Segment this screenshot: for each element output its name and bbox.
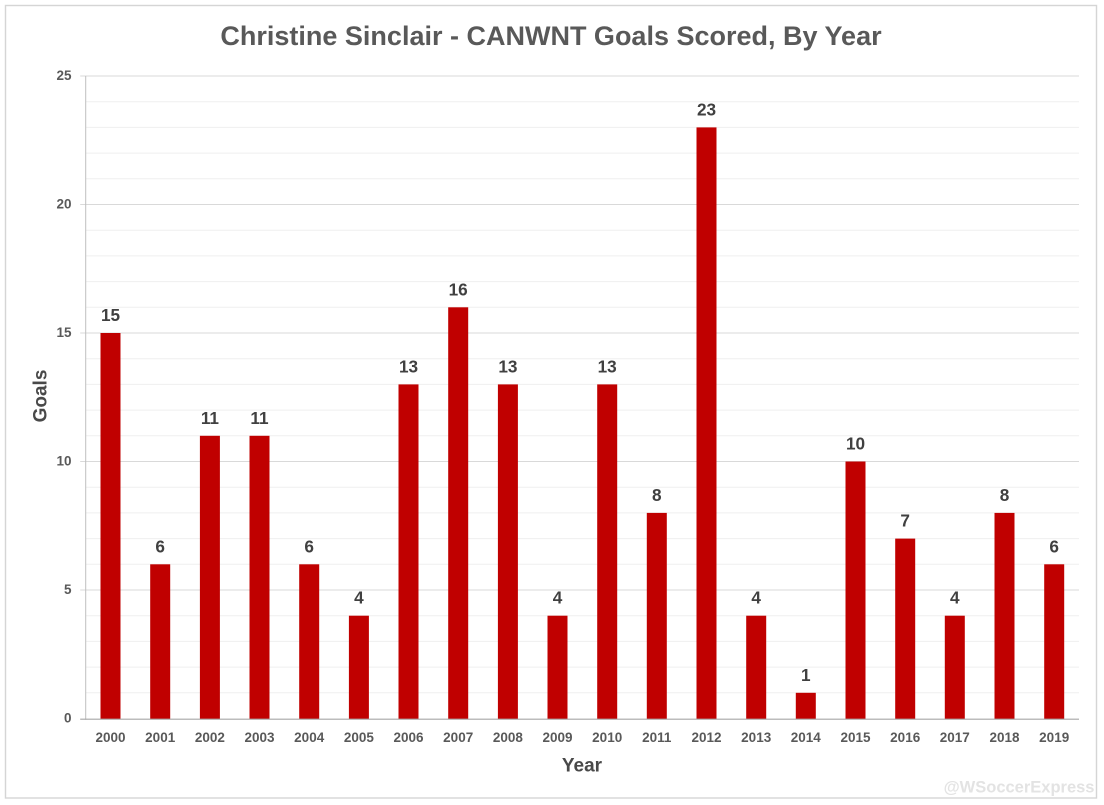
svg-text:8: 8	[652, 485, 662, 505]
svg-text:Christine Sinclair - CANWNT Go: Christine Sinclair - CANWNT Goals Scored…	[220, 21, 882, 51]
svg-text:2007: 2007	[443, 730, 473, 745]
svg-text:13: 13	[399, 356, 418, 376]
svg-text:Goals: Goals	[31, 370, 52, 423]
svg-text:2015: 2015	[840, 730, 871, 745]
svg-text:2002: 2002	[195, 730, 225, 745]
svg-text:10: 10	[56, 454, 71, 469]
svg-text:0: 0	[64, 711, 72, 726]
svg-text:2012: 2012	[691, 730, 721, 745]
svg-text:2009: 2009	[542, 730, 572, 745]
svg-text:13: 13	[598, 356, 617, 376]
svg-text:2016: 2016	[890, 730, 921, 745]
svg-text:7: 7	[900, 511, 910, 531]
svg-text:10: 10	[846, 434, 865, 454]
svg-text:4: 4	[553, 588, 563, 608]
svg-text:6: 6	[1049, 536, 1059, 556]
svg-text:6: 6	[155, 536, 165, 556]
svg-text:4: 4	[751, 588, 761, 608]
svg-text:4: 4	[354, 588, 364, 608]
svg-text:11: 11	[250, 408, 269, 428]
svg-text:2018: 2018	[989, 730, 1020, 745]
svg-text:1: 1	[801, 665, 811, 685]
svg-text:15: 15	[56, 325, 72, 340]
svg-text:16: 16	[449, 279, 468, 299]
svg-text:2017: 2017	[940, 730, 970, 745]
svg-text:4: 4	[950, 588, 960, 608]
svg-text:Year: Year	[562, 756, 603, 777]
svg-text:2014: 2014	[791, 730, 822, 745]
svg-text:25: 25	[56, 68, 72, 83]
svg-text:20: 20	[56, 197, 71, 212]
svg-text:2003: 2003	[244, 730, 275, 745]
svg-text:2005: 2005	[344, 730, 375, 745]
svg-text:2010: 2010	[592, 730, 622, 745]
svg-text:8: 8	[1000, 485, 1010, 505]
svg-text:15: 15	[101, 305, 121, 325]
svg-text:5: 5	[64, 582, 72, 597]
svg-text:2013: 2013	[741, 730, 772, 745]
svg-text:2019: 2019	[1039, 730, 1069, 745]
svg-text:11: 11	[201, 408, 220, 428]
svg-text:2008: 2008	[493, 730, 524, 745]
svg-text:2011: 2011	[642, 730, 672, 745]
svg-text:2000: 2000	[95, 730, 125, 745]
svg-text:2006: 2006	[393, 730, 424, 745]
svg-text:@WSoccerExpress: @WSoccerExpress	[944, 778, 1095, 796]
svg-text:23: 23	[697, 99, 716, 119]
svg-text:13: 13	[498, 356, 517, 376]
svg-text:2004: 2004	[294, 730, 325, 745]
svg-text:6: 6	[304, 536, 314, 556]
svg-text:2001: 2001	[145, 730, 176, 745]
